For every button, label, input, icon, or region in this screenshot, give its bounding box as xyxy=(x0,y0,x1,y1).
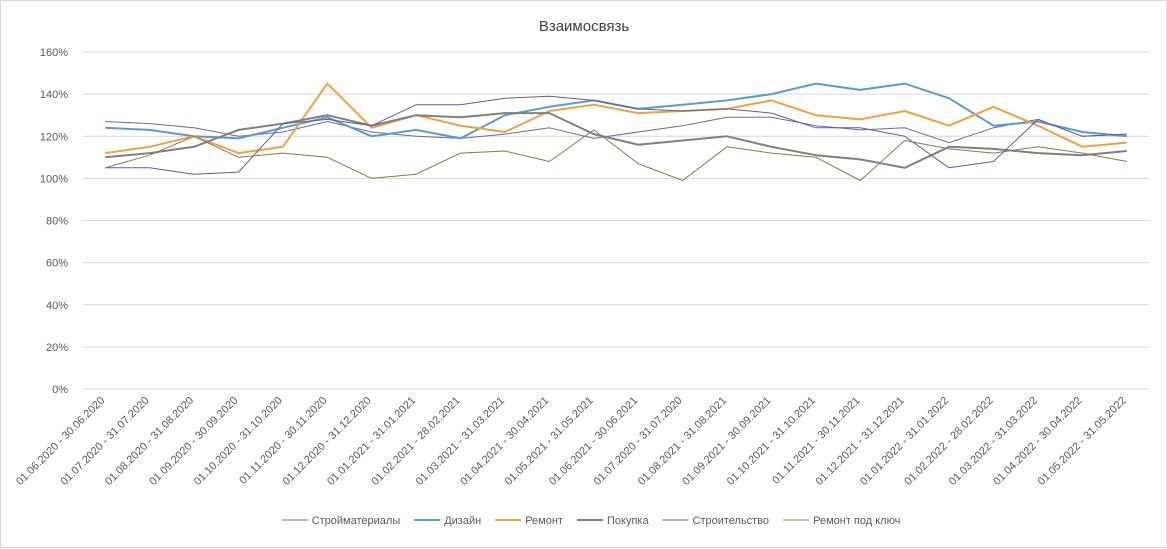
y-tick-label: 120% xyxy=(40,131,68,143)
x-tick-label: 01.10.2020 - 31.10.2020 xyxy=(192,395,285,488)
x-tick-label: 01.10.2021 - 31.10.2021 xyxy=(725,395,818,488)
y-tick-label: 80% xyxy=(46,216,68,228)
legend-label: Дизайн xyxy=(444,515,481,527)
legend-item: Покупка xyxy=(577,515,649,527)
y-tick-label: 60% xyxy=(46,258,68,270)
x-tick-label: 01.08.2021 - 31.08.2021 xyxy=(636,395,729,488)
series-lines xyxy=(105,82,1127,181)
series-line-6 xyxy=(105,129,1127,181)
gridlines xyxy=(83,51,1149,390)
series-line-2 xyxy=(105,82,1127,140)
chart-title: Взаимосвязь xyxy=(539,18,630,35)
legend-label: Строительство xyxy=(693,515,770,527)
x-tick-label: 01.03.2022 - 31.03.2022 xyxy=(947,395,1040,488)
x-tick-label: 01.02.2022 - 28.02.2022 xyxy=(902,395,995,488)
x-tick-label: 01.01.2021 - 31.01.2021 xyxy=(325,395,418,488)
y-tick-label: 140% xyxy=(40,89,68,101)
x-tick-label: 01.04.2021 - 30.04.2021 xyxy=(458,395,551,488)
series-line-3 xyxy=(105,82,1127,155)
legend-item: Ремонт xyxy=(495,515,563,527)
x-tick-label: 01.12.2020 - 31.12.2020 xyxy=(281,395,374,488)
series-line-5 xyxy=(105,95,1127,175)
legend-label: Ремонт под ключ xyxy=(813,515,900,527)
series-line-1 xyxy=(105,116,1127,144)
legend-label: Покупка xyxy=(607,515,649,527)
y-tick-label: 20% xyxy=(46,342,68,354)
y-tick-label: 100% xyxy=(40,173,68,185)
y-tick-label: 160% xyxy=(40,47,68,59)
x-tick-label: 01.03.2021 - 31.03.2021 xyxy=(414,395,507,488)
legend-item: Дизайн xyxy=(414,515,481,527)
x-tick-label: 01.11.2021 - 30.11.2021 xyxy=(770,395,862,487)
legend-item: Стройматериалы xyxy=(281,515,401,527)
y-axis-tick-labels: 0% 20% 40% 60% 80% 100% 120% 140% 160% xyxy=(40,47,68,396)
legend-item: Строительство xyxy=(662,515,770,527)
x-tick-label: 01.07.2020 - 31.07.2020 xyxy=(591,395,684,488)
x-tick-label: 01.09.2021 - 30.09.2021 xyxy=(680,395,773,488)
legend-label: Ремонт xyxy=(525,515,563,527)
x-tick-label: 01.11.2020 - 30.11.2020 xyxy=(237,395,329,487)
x-tick-label: 01.12.2021 - 31.12.2021 xyxy=(814,395,907,488)
x-tick-label: 01.06.2021 - 30.06.2021 xyxy=(547,395,640,488)
legend-label: Стройматериалы xyxy=(312,515,401,527)
x-tick-label: 01.05.2022 - 31.05.2022 xyxy=(1036,395,1129,488)
x-tick-label: 01.02.2021 - 28.02.2021 xyxy=(369,395,462,488)
x-tick-label: 01.01.2022 - 31.01.2022 xyxy=(858,395,951,488)
x-tick-label: 01.04.2022 - 30.04.2022 xyxy=(991,395,1084,488)
y-tick-label: 40% xyxy=(46,300,68,312)
series-line-4 xyxy=(105,112,1127,169)
x-tick-label: 01.07.2020 - 31.07.2020 xyxy=(58,395,151,488)
x-tick-label: 01.09.2020 - 30.09.2020 xyxy=(147,395,240,488)
x-tick-label: 01.05.2021 - 31.05.2021 xyxy=(503,395,596,488)
x-tick-label: 01.08.2020 - 31.08.2020 xyxy=(103,395,196,488)
x-tick-label: 01.06.2020 - 30.06.2020 xyxy=(14,395,107,488)
y-tick-label: 0% xyxy=(52,384,68,396)
legend-item: Ремонт под ключ xyxy=(783,515,900,527)
legend: Стройматериалы Дизайн Ремонт Покупка Строите… xyxy=(281,515,900,527)
